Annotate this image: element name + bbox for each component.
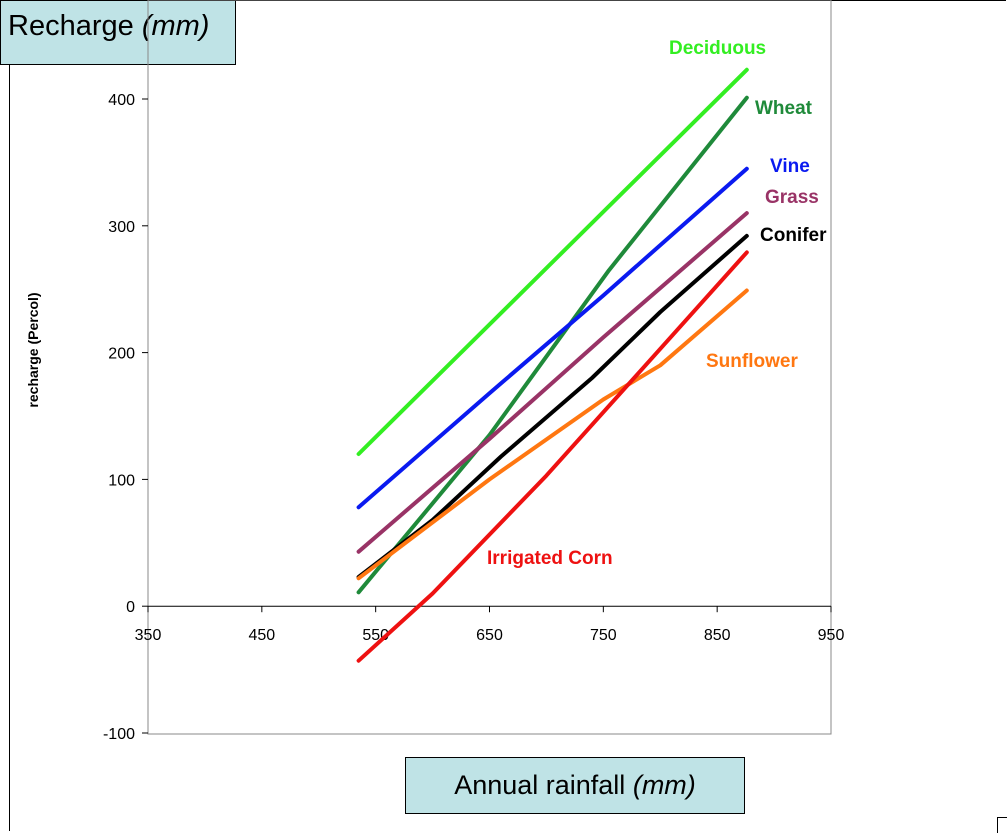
x-tick-label: 750 (590, 627, 617, 644)
series-line-deciduous (356, 67, 749, 456)
series-label-deciduous: Deciduous (669, 38, 766, 59)
corner-mark (997, 817, 1007, 833)
x-tick-label: 850 (704, 627, 731, 644)
plot-area (147, 0, 832, 735)
y-tick-label: 200 (108, 346, 135, 363)
x-tick-label: 650 (476, 627, 503, 644)
y-tick-label: -100 (103, 726, 135, 743)
x-axis-label: Annual rainfall (mm) (405, 757, 745, 814)
x-axis-label-unit: (mm) (632, 770, 696, 800)
series-line-wheat (356, 95, 749, 595)
series-label-conifer: Conifer (760, 225, 827, 246)
x-tick-label: 950 (818, 627, 845, 644)
series-label-sunflower: Sunflower (706, 351, 798, 372)
x-axis-label-text: Annual rainfall (454, 770, 626, 800)
series-label-wheat: Wheat (755, 98, 813, 119)
series-line-vine (356, 166, 749, 510)
y-tick-label: 400 (108, 92, 135, 109)
chart-title-unit: (mm) (141, 10, 210, 42)
series-label-grass: Grass (765, 187, 819, 208)
y-axis-label: recharge (Percol) (25, 292, 41, 407)
series-label-irrigated-corn: Irrigated Corn (487, 548, 613, 569)
chart-title-text: Recharge (8, 10, 134, 42)
x-tick-label: 450 (248, 627, 275, 644)
series-line-conifer (356, 233, 749, 579)
series-label-vine: Vine (770, 156, 810, 177)
y-tick-label: 100 (108, 472, 135, 489)
series-labels: Deciduous Wheat Vine Grass Conifer Sunflower I… (487, 38, 827, 569)
series-lines (356, 67, 749, 663)
chart-title: Recharge (mm) (0, 0, 236, 65)
series-line-irrigated-corn (356, 250, 749, 663)
series-line-grass (356, 211, 749, 554)
y-tick-label: 0 (126, 599, 135, 616)
x-tick-label: 350 (135, 627, 162, 644)
series-line-sunflower (356, 288, 749, 581)
y-tick-label: 300 (108, 219, 135, 236)
